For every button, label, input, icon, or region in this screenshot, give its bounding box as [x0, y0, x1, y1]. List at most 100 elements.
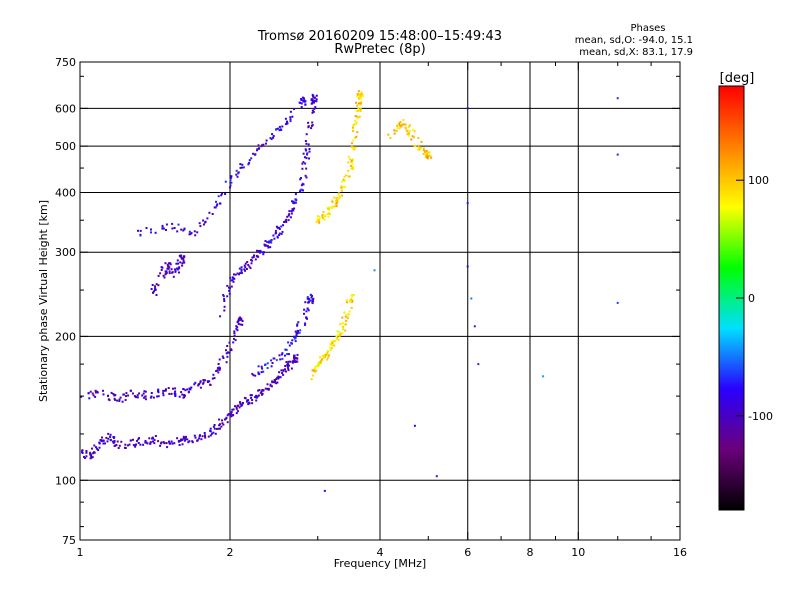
echo-point: [126, 444, 129, 447]
echo-point: [355, 121, 358, 124]
echo-point: [166, 446, 169, 449]
echo-point: [261, 392, 264, 395]
echo-point: [334, 202, 337, 205]
echo-point: [269, 384, 272, 387]
echo-point: [157, 274, 160, 277]
echo-point: [227, 413, 230, 416]
echo-point: [190, 386, 193, 389]
echo-point: [91, 456, 94, 459]
echo-point: [356, 109, 359, 112]
echo-point: [124, 443, 127, 446]
echo-point: [396, 125, 399, 128]
echo-point: [168, 392, 171, 395]
echo-point: [202, 219, 205, 222]
echo-point: [360, 91, 363, 94]
echo-point: [288, 353, 290, 356]
echo-point: [248, 159, 251, 162]
echo-point: [161, 226, 164, 229]
echo-point: [279, 358, 282, 361]
echo-point: [84, 457, 87, 459]
echo-point: [216, 203, 219, 206]
echo-point: [310, 99, 313, 101]
echo-point: [226, 355, 229, 358]
echo-point: [209, 434, 212, 437]
echo-point: [233, 277, 236, 280]
echo-point: [350, 160, 353, 163]
echo-point: [105, 436, 108, 439]
echo-point: [333, 196, 336, 199]
echo-point: [287, 367, 290, 370]
echo-point: [326, 358, 329, 361]
echo-point: [236, 175, 239, 178]
echo-point: [154, 287, 157, 290]
echo-point: [132, 392, 134, 395]
x-tick-label: 16: [673, 546, 687, 559]
echo-point: [284, 220, 287, 222]
echo-point: [157, 440, 160, 443]
echo-point: [152, 396, 155, 399]
echo-point: [120, 440, 123, 443]
echo-point: [232, 408, 235, 411]
echo-point: [223, 300, 226, 302]
echo-point: [270, 385, 273, 388]
echo-point: [233, 337, 235, 340]
echo-point: [422, 149, 425, 152]
echo-point: [181, 443, 184, 446]
echo-point: [351, 160, 354, 163]
echo-point: [155, 294, 158, 296]
echo-point: [314, 365, 317, 368]
echo-point: [248, 402, 251, 405]
echo-point: [235, 406, 238, 409]
echo-point: [182, 388, 185, 391]
echo-point: [351, 294, 354, 297]
echo-point: [193, 434, 196, 437]
echo-point: [329, 349, 332, 351]
echo-point: [289, 120, 292, 123]
echo-point: [401, 123, 404, 126]
echo-point: [237, 172, 240, 175]
echo-point: [256, 149, 258, 152]
echo-point: [278, 376, 281, 379]
echo-point: [99, 439, 102, 441]
echo-point: [418, 148, 421, 151]
echo-point: [307, 143, 310, 146]
echo-point: [321, 214, 324, 217]
echo-point: [241, 163, 244, 166]
echo-point: [150, 288, 153, 290]
echo-point: [357, 106, 360, 109]
echo-point: [222, 357, 225, 359]
echo-point: [286, 120, 288, 123]
echo-point: [287, 214, 290, 217]
echo-point: [91, 447, 93, 450]
echo-point: [194, 436, 197, 439]
echo-point: [289, 116, 292, 119]
echo-point: [234, 273, 237, 276]
echo-point: [182, 437, 185, 440]
echo-point: [107, 437, 110, 440]
echo-point: [322, 211, 325, 214]
echo-point: [211, 377, 214, 380]
echo-point: [225, 352, 228, 355]
echo-point: [92, 394, 95, 397]
echo-point: [330, 207, 333, 209]
echo-point: [326, 351, 329, 354]
echo-point: [208, 380, 211, 383]
echo-point: [78, 394, 80, 396]
echo-point: [314, 366, 317, 369]
echo-point: [144, 441, 147, 444]
echo-point: [280, 128, 283, 131]
echo-point: [338, 331, 341, 334]
echo-point: [290, 212, 293, 215]
echo-point: [312, 110, 315, 113]
echo-point: [109, 438, 112, 441]
echo-point: [304, 301, 307, 304]
echo-point: [311, 124, 314, 127]
echo-point: [275, 128, 277, 131]
echo-point: [270, 241, 273, 244]
echo-point: [184, 438, 187, 441]
echo-point: [359, 102, 362, 105]
echo-point: [256, 148, 259, 151]
echo-point: [359, 95, 362, 98]
echo-point: [280, 353, 283, 356]
echo-point: [157, 389, 160, 392]
